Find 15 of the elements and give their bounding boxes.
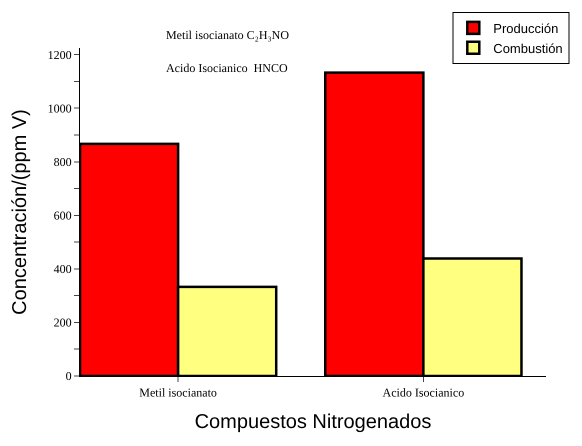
y-tick-label: 800 (54, 155, 72, 169)
y-tick-label: 400 (54, 262, 72, 276)
text: Metil isocianato C₂H₃NO (166, 28, 290, 42)
y-axis-title: Concentración/(ppm V) (9, 109, 32, 315)
x-tick-label: Metil isocianato (139, 385, 217, 400)
y-tick-label: 1000 (48, 101, 72, 116)
legend-label: Combustión (493, 40, 563, 56)
y-tick-label: 1200 (48, 48, 72, 62)
y-tick-label: 200 (54, 316, 72, 330)
annotation: Acido Isocianico HNCO (166, 61, 288, 75)
y-tick-label: 600 (54, 208, 72, 223)
x-axis-title: Compuestos Nitrogenados (194, 410, 432, 433)
y-tick-label: 0 (66, 369, 72, 384)
legend-label: Producción (493, 20, 558, 36)
x-tick-label: Acido Isocianico (382, 385, 464, 400)
